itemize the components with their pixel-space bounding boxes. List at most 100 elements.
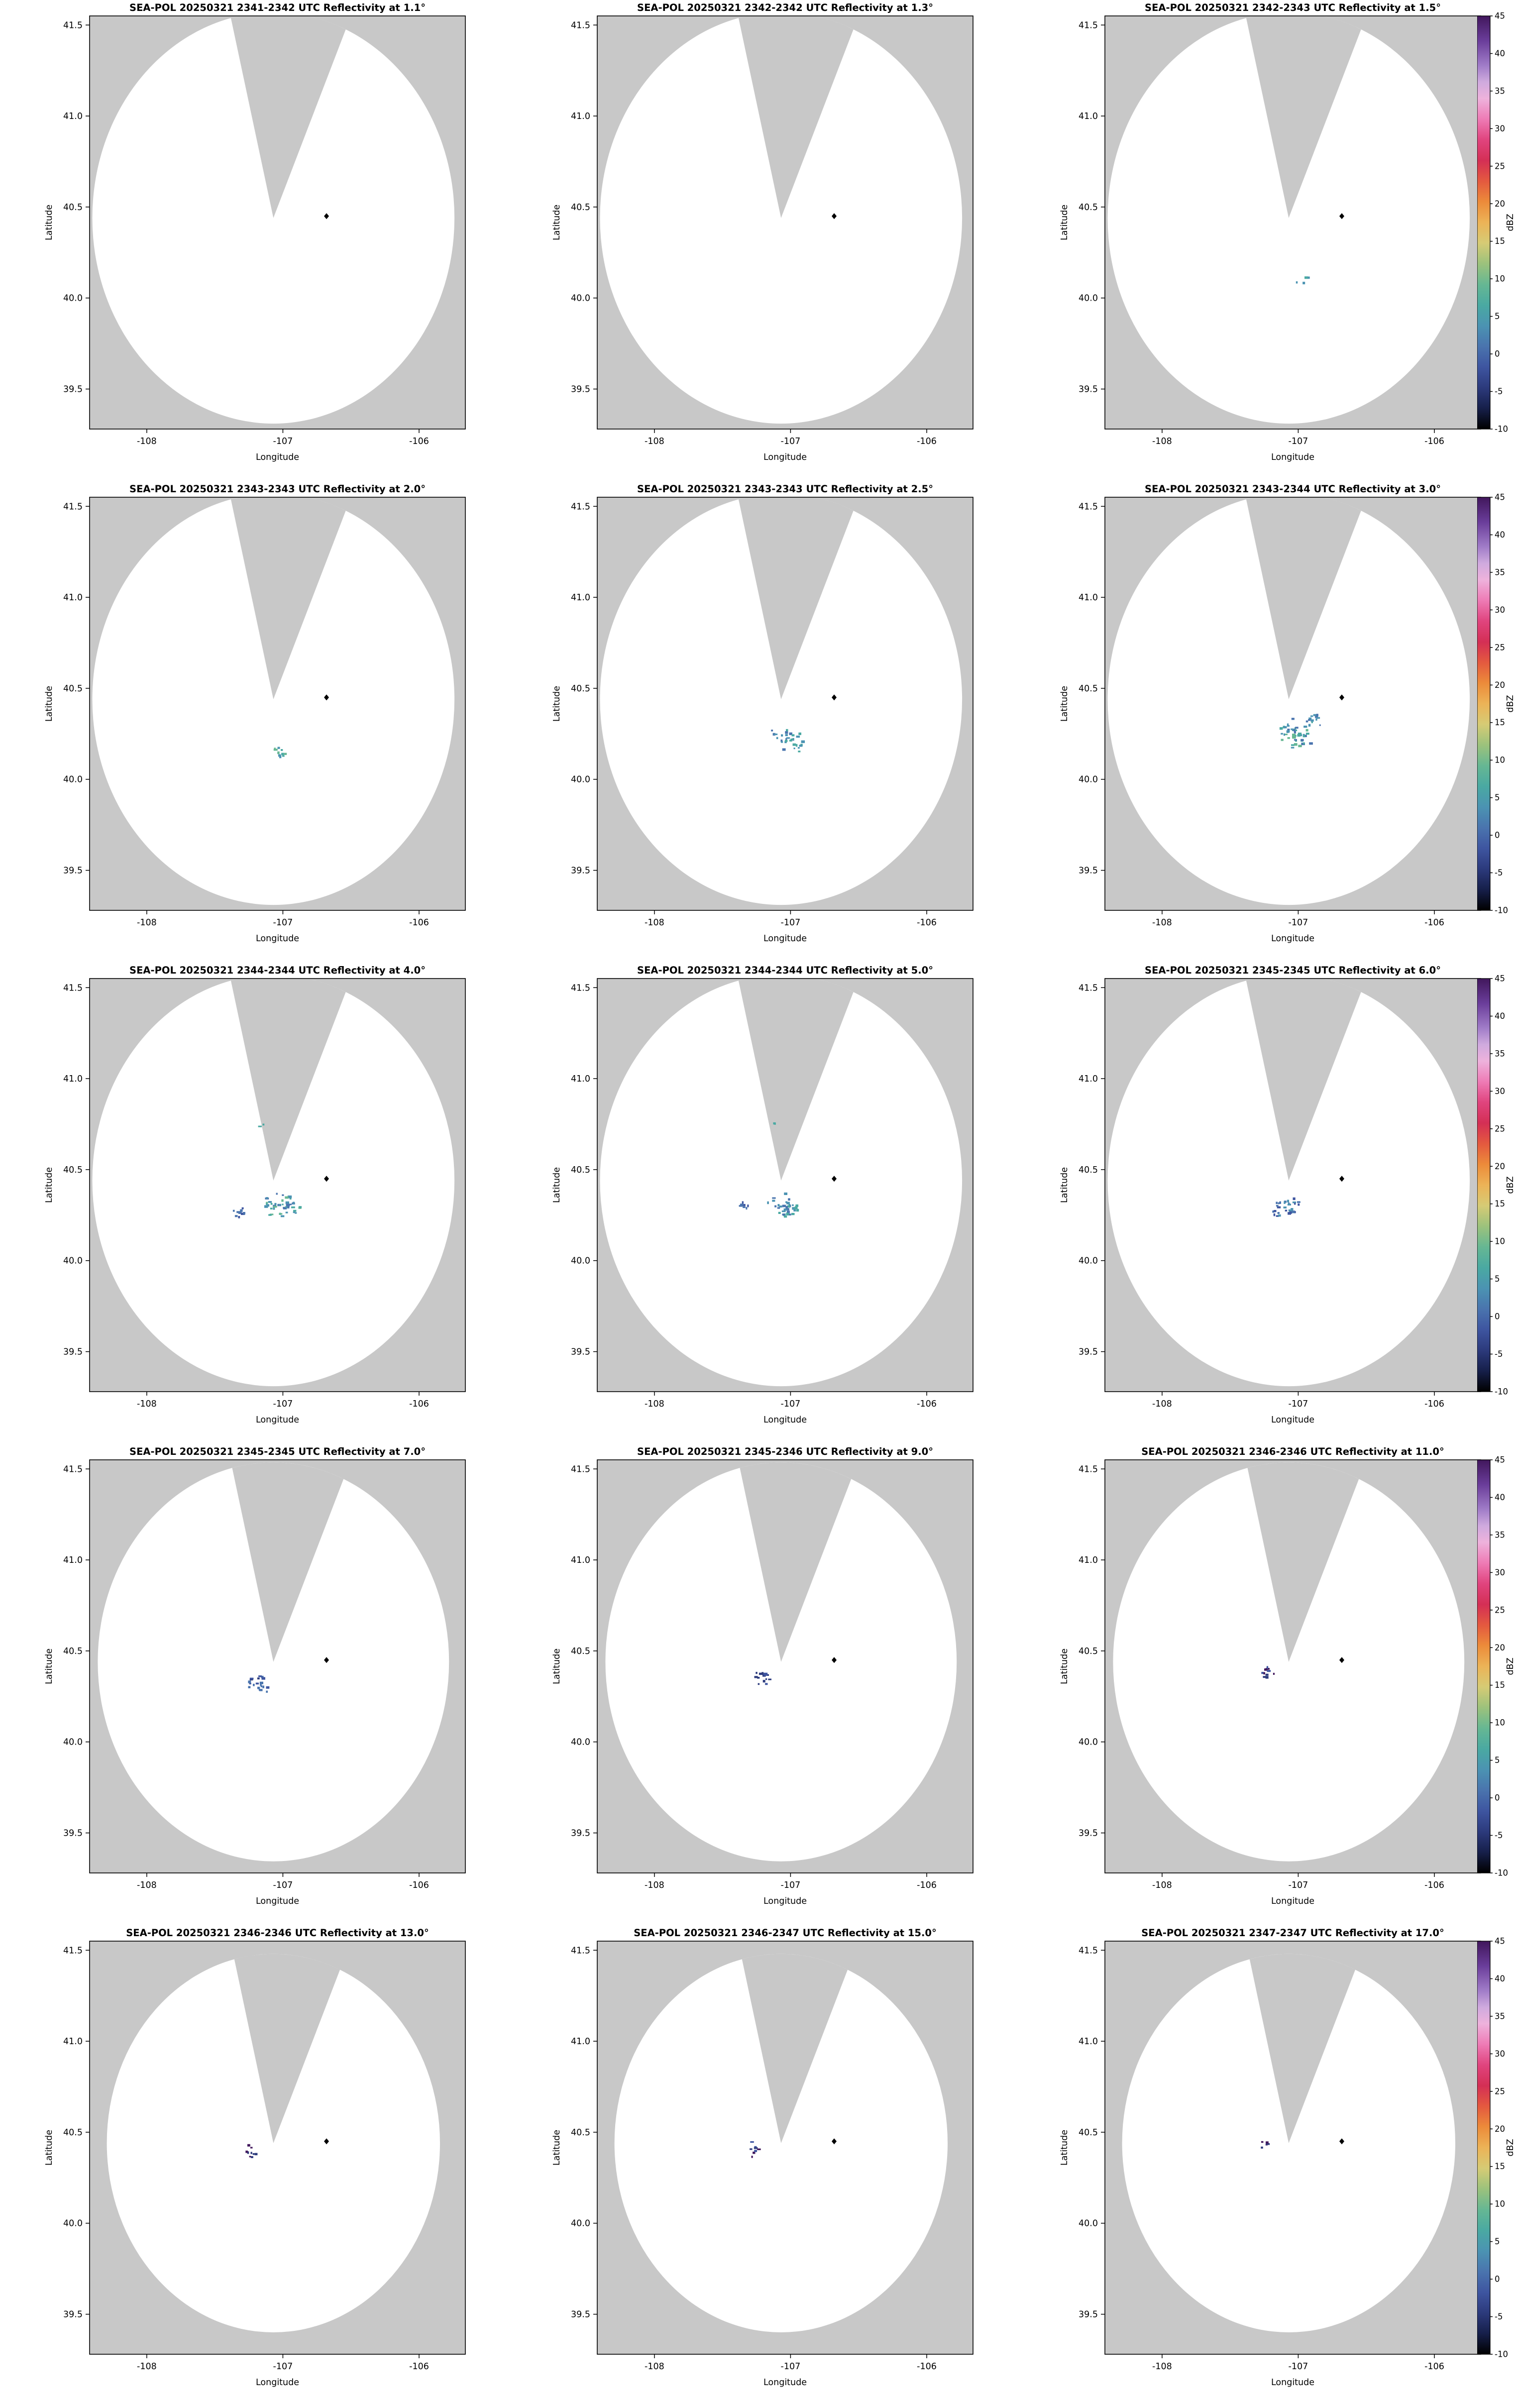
reflectivity-echo xyxy=(1287,737,1290,739)
reflectivity-echo xyxy=(232,1209,235,1212)
reflectivity-echo xyxy=(1284,1201,1286,1204)
reflectivity-echo xyxy=(240,1212,245,1215)
x-tick-label: -107 xyxy=(1289,1880,1308,1890)
colorbar-tick-label: 10 xyxy=(1495,2199,1505,2209)
reflectivity-echo xyxy=(1305,733,1309,735)
reflectivity-echo xyxy=(273,1207,275,1210)
reflectivity-echo xyxy=(1284,734,1288,736)
reflectivity-echo xyxy=(288,1204,292,1205)
location-marker xyxy=(832,213,837,219)
reflectivity-echo xyxy=(758,1672,763,1675)
x-tick-label: -106 xyxy=(409,918,429,928)
reflectivity-echo xyxy=(1287,729,1290,730)
x-tick-label: -106 xyxy=(917,2362,937,2372)
x-tick-label: -108 xyxy=(1152,1880,1172,1890)
panel-title: SEA-POL 20250321 2346-2347 UTC Reflectiv… xyxy=(634,1927,936,1939)
reflectivity-echo xyxy=(1278,1214,1281,1217)
reflectivity-echo xyxy=(291,1206,295,1208)
panel-title: SEA-POL 20250321 2346-2346 UTC Reflectiv… xyxy=(1141,1446,1444,1457)
reflectivity-echo xyxy=(801,740,805,743)
x-tick-label: -108 xyxy=(645,2362,664,2372)
reflectivity-echo xyxy=(1277,1206,1281,1208)
colorbar-tick-label: 15 xyxy=(1495,2162,1505,2171)
reflectivity-echo xyxy=(1274,1210,1277,1212)
y-tick-label: 40.0 xyxy=(571,294,590,304)
reflectivity-echo xyxy=(795,1204,799,1207)
panel-title: SEA-POL 20250321 2343-2343 UTC Reflectiv… xyxy=(129,483,426,495)
reflectivity-echo xyxy=(757,2148,761,2150)
y-tick-label: 41.0 xyxy=(63,593,83,603)
reflectivity-echo xyxy=(285,1211,288,1213)
reflectivity-echo xyxy=(254,2153,258,2156)
reflectivity-echo xyxy=(240,1209,243,1212)
y-tick-label: 40.5 xyxy=(571,2128,590,2138)
panel-row-1: -108 -107 -106 41.5 41.0 40.5 40.0 39.5 SEA-POL… xyxy=(0,0,1517,481)
reflectivity-echo xyxy=(1292,1210,1295,1213)
reflectivity-echo xyxy=(1300,739,1304,742)
y-tick-label: 40.0 xyxy=(1079,775,1098,785)
blocked-sector-wedge xyxy=(230,497,346,699)
x-tick-label: -108 xyxy=(137,1880,157,1890)
reflectivity-echo xyxy=(1303,725,1307,728)
axes-spines xyxy=(89,1459,466,1873)
reflectivity-echo xyxy=(245,2150,248,2153)
panel-title: SEA-POL 20250321 2342-2342 UTC Reflectiv… xyxy=(637,2,933,13)
y-tick-label: 40.5 xyxy=(63,2128,83,2138)
axes-spines xyxy=(597,978,974,1392)
colorbar-tick-label: 15 xyxy=(1495,718,1505,727)
reflectivity-echo xyxy=(1283,1206,1287,1208)
y-tick-label: 40.5 xyxy=(1079,203,1098,213)
reflectivity-echo xyxy=(798,732,801,735)
reflectivity-echo xyxy=(792,1207,794,1210)
colorbar-tick-label: 0 xyxy=(1495,349,1500,359)
x-tick-label: -108 xyxy=(1152,1399,1172,1409)
reflectivity-echo xyxy=(278,754,281,757)
location-marker xyxy=(1339,1657,1344,1663)
reflectivity-echo xyxy=(763,1673,767,1676)
radar-coverage-circle xyxy=(1122,1954,1455,2332)
location-marker xyxy=(324,1657,329,1663)
colorbar-tick-label: 30 xyxy=(1495,1568,1505,1577)
reflectivity-echo xyxy=(743,1206,746,1208)
radar-coverage-circle xyxy=(92,979,454,1386)
reflectivity-echo xyxy=(784,741,787,744)
y-tick-label: 40.0 xyxy=(63,775,83,785)
reflectivity-echo xyxy=(1287,725,1290,727)
reflectivity-echo xyxy=(774,1205,777,1207)
reflectivity-echo xyxy=(295,1212,297,1214)
radar-panel-5: -108 -107 -106 41.5 41.0 40.5 40.0 39.5 SEA-POL… xyxy=(552,483,974,944)
reflectivity-echo xyxy=(283,1207,287,1209)
y-tick-label: 41.5 xyxy=(1079,1464,1098,1474)
reflectivity-echo xyxy=(785,1201,787,1204)
reflectivity-echo xyxy=(266,1202,268,1204)
reflectivity-echo xyxy=(774,1122,776,1125)
reflectivity-echo xyxy=(288,1195,292,1199)
blocked-sector-wedge xyxy=(230,979,346,1181)
radar-panel-7: -108 -107 -106 41.5 41.0 40.5 40.0 39.5 SEA-POL… xyxy=(44,965,466,1425)
y-axis-label: Latitude xyxy=(1060,1167,1070,1203)
reflectivity-echo xyxy=(243,1212,245,1215)
colorbar-tick-label: 25 xyxy=(1495,1605,1505,1615)
reflectivity-echo xyxy=(1261,1672,1264,1674)
x-tick-label: -108 xyxy=(137,2362,157,2372)
y-tick-label: 41.5 xyxy=(1079,1946,1098,1956)
panel-row-5: -108 -107 -106 41.5 41.0 40.5 40.0 39.5 SEA-POL… xyxy=(0,1925,1517,2407)
reflectivity-echo xyxy=(252,2153,255,2155)
blocked-sector-wedge xyxy=(738,979,854,1181)
y-tick-label: 39.5 xyxy=(63,1347,83,1357)
reflectivity-echo xyxy=(793,748,795,750)
x-tick-label: -108 xyxy=(137,437,157,446)
reflectivity-echo xyxy=(780,741,783,743)
x-axis-label: Longitude xyxy=(763,1896,807,1906)
reflectivity-echo xyxy=(1266,1666,1269,1669)
reflectivity-echo xyxy=(1315,716,1318,718)
y-tick-label: 39.5 xyxy=(571,866,590,876)
colorbar-tick-label: 5 xyxy=(1495,312,1500,321)
colorbar-tick-label: 10 xyxy=(1495,756,1505,765)
x-tick-label: -107 xyxy=(781,1399,801,1409)
y-tick-label: 41.5 xyxy=(63,1464,83,1474)
colorbar-tick-label: 40 xyxy=(1495,1974,1505,1983)
reflectivity-echo xyxy=(1302,742,1305,745)
x-axis-label: Longitude xyxy=(256,1896,299,1906)
